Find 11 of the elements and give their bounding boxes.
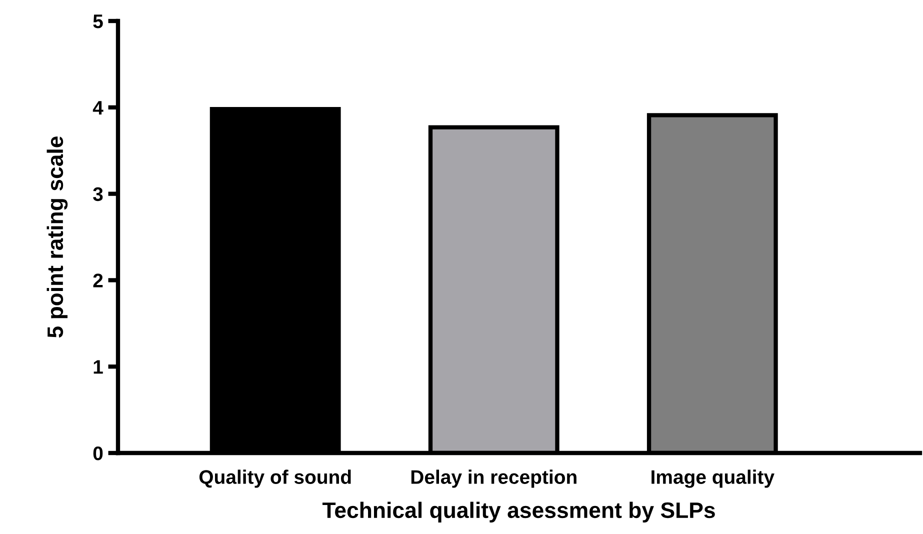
y-tick-label: 0 bbox=[93, 446, 103, 460]
y-tick-label: 2 bbox=[93, 274, 103, 288]
x-axis-title: Technical quality asessment by SLPs bbox=[322, 502, 715, 522]
x-tick-label: Delay in reception bbox=[411, 470, 576, 488]
x-tick-label: Image quality bbox=[652, 470, 774, 488]
x-tick-label: Quality of sound bbox=[199, 470, 351, 488]
y-tick-label: 1 bbox=[94, 360, 103, 374]
y-axis-title: 5 point rating scale bbox=[46, 136, 68, 338]
y-tick-label: 3 bbox=[93, 187, 103, 202]
y-tick-label: 5 bbox=[93, 14, 103, 28]
y-tick-label: 4 bbox=[92, 101, 104, 114]
